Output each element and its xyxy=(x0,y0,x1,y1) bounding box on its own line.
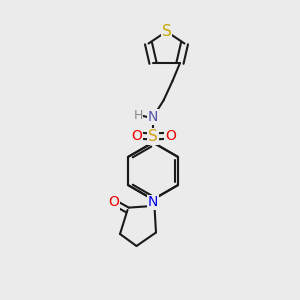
Text: S: S xyxy=(162,24,171,39)
Text: N: N xyxy=(148,196,158,209)
Text: O: O xyxy=(131,129,142,142)
Text: S: S xyxy=(148,129,158,144)
Text: O: O xyxy=(165,129,176,142)
Text: N: N xyxy=(148,110,158,124)
Text: O: O xyxy=(109,196,119,209)
Text: H: H xyxy=(133,109,143,122)
